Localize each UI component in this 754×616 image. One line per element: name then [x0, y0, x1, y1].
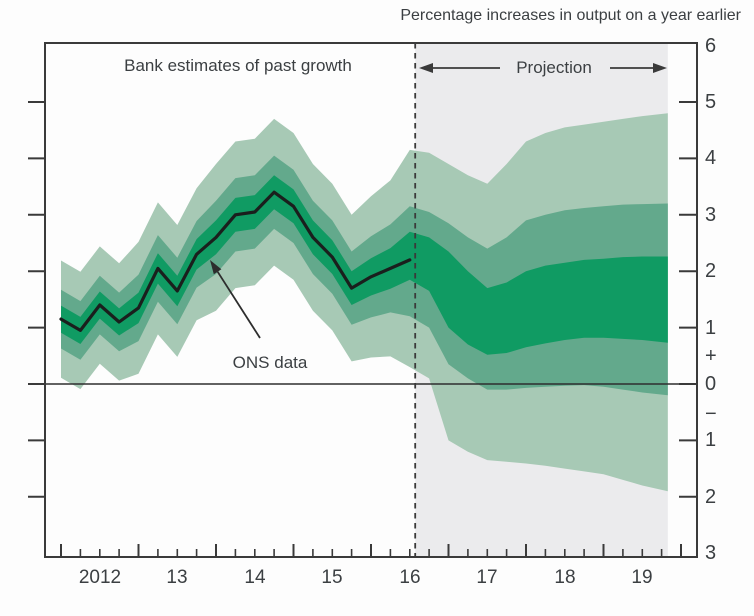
- y-axis-label: 3: [705, 542, 717, 564]
- x-axis-label: 13: [166, 567, 188, 588]
- y-axis-label: +: [705, 345, 717, 367]
- ons-arrow: [216, 271, 261, 339]
- projection-arrowhead-left: [419, 63, 433, 73]
- past-growth-label: Bank estimates of past growth: [124, 56, 352, 75]
- chart-title: Percentage increases in output on a year…: [400, 7, 741, 24]
- y-axis-label: 2: [705, 260, 717, 282]
- projection-arrowhead-right: [653, 63, 667, 73]
- x-axis-label: 16: [399, 567, 421, 588]
- y-axis-label: 6: [705, 35, 717, 57]
- projection-label: Projection: [516, 58, 592, 77]
- y-axis-label: 3: [705, 204, 717, 226]
- y-axis-label: 0: [705, 373, 717, 395]
- y-axis-label: 1: [705, 429, 717, 451]
- fan-band-dark: [61, 175, 668, 355]
- x-axis-label: 2012: [78, 567, 122, 588]
- center-line: [59, 190, 412, 332]
- y-axis-label: −: [705, 403, 717, 425]
- x-axis-label: 18: [554, 567, 576, 588]
- y-axis-label: 5: [705, 91, 717, 113]
- x-axis-label: 19: [631, 567, 653, 588]
- y-axis-label: 2: [705, 486, 717, 508]
- ons-arrowhead: [210, 260, 222, 275]
- x-axis-label: 14: [244, 567, 266, 588]
- x-axis-label: 17: [476, 567, 498, 588]
- y-axis-label: 1: [705, 317, 717, 339]
- x-axis-label: 15: [321, 567, 343, 588]
- y-axis-label: 4: [705, 147, 717, 169]
- ons-data-label: ONS data: [232, 353, 308, 372]
